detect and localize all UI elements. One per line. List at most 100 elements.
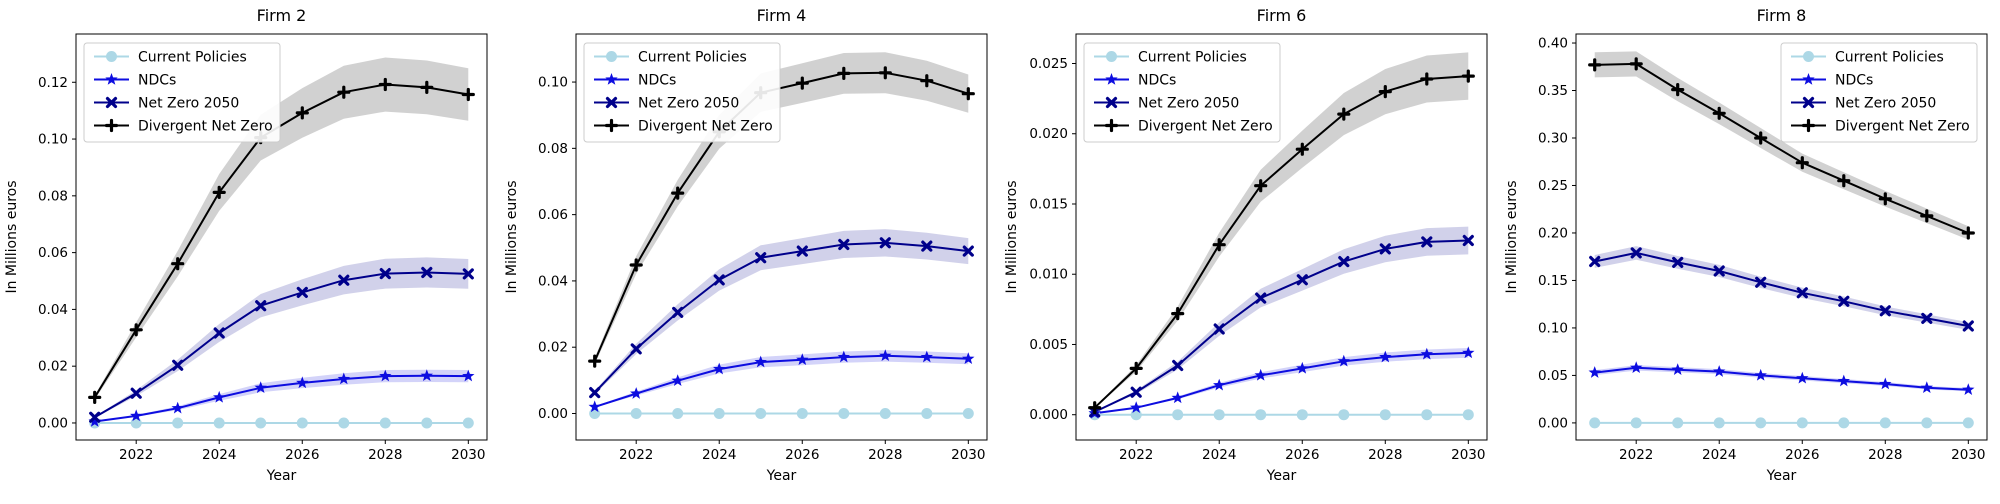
x-tick-label: 2022: [1119, 447, 1153, 463]
y-tick-label: 0.00: [38, 415, 68, 431]
x-tick-label: 2024: [202, 447, 236, 463]
x-tick-label: 2028: [1368, 447, 1402, 463]
legend-label: NDCs: [638, 73, 676, 89]
marker-divergent-net-zero: [1671, 82, 1685, 97]
marker-divergent-net-zero: [1795, 156, 1809, 170]
marker-net-zero-2050: [1713, 265, 1725, 277]
x-tick-label: 2030: [451, 447, 485, 463]
legend-label: Divergent Net Zero: [1835, 119, 1970, 135]
marker-net-zero-2050: [421, 266, 433, 279]
marker-current-policies: [1379, 409, 1391, 421]
chart-panel-firm-4: 2022 2024 2026 2028 2030 0.00 0.02 0.04 0.06 0.08…: [500, 0, 1000, 500]
confidence-band-net-zero-2050: [94, 257, 469, 418]
marker-net-zero-2050: [338, 274, 350, 286]
marker-net-zero-2050: [1879, 305, 1891, 317]
marker-ndcs: [713, 362, 726, 375]
series-line-net-zero-2050: [1094, 239, 1469, 413]
marker-divergent-net-zero: [1295, 142, 1309, 156]
legend-marker-divergent-net-zero: [104, 118, 119, 133]
marker-ndcs: [1713, 365, 1726, 377]
y-tick-label: 0.10: [1538, 320, 1568, 336]
marker-ndcs: [920, 350, 933, 363]
marker-divergent-net-zero: [1254, 179, 1268, 193]
marker-current-policies: [462, 417, 474, 429]
marker-net-zero-2050: [1462, 234, 1474, 247]
legend-label: Divergent Net Zero: [1138, 119, 1273, 135]
marker-current-policies: [1879, 417, 1891, 429]
legend-marker-net-zero-2050: [105, 96, 118, 109]
marker-current-policies: [1755, 417, 1767, 429]
series-line-net-zero-2050: [94, 271, 469, 419]
marker-net-zero-2050: [1672, 256, 1684, 268]
y-tick-label: 0.15: [1538, 273, 1568, 289]
marker-ndcs: [296, 376, 309, 389]
series-line-ndcs: [594, 354, 969, 408]
legend-marker-current-policies: [106, 51, 117, 62]
y-tick-label: 0.005: [1029, 337, 1068, 353]
marker-net-zero-2050: [589, 387, 601, 399]
legend-marker-net-zero-2050: [1105, 96, 1118, 109]
marker-divergent-net-zero: [337, 85, 351, 99]
y-tick-label: 0.00: [1538, 415, 1568, 431]
marker-divergent-net-zero: [629, 258, 643, 272]
marker-net-zero-2050: [962, 245, 974, 257]
x-axis-label: Year: [266, 468, 297, 484]
marker-net-zero-2050: [796, 245, 808, 257]
marker-divergent-net-zero: [1837, 174, 1851, 188]
marker-ndcs: [1296, 361, 1309, 374]
marker-net-zero-2050: [1255, 292, 1267, 304]
marker-divergent-net-zero: [1920, 209, 1934, 223]
marker-current-policies: [1838, 417, 1850, 429]
marker-current-policies: [1713, 417, 1725, 429]
marker-ndcs: [837, 350, 850, 363]
legend-item-current-policies: Current Policies: [594, 50, 747, 66]
marker-current-policies: [1962, 417, 1974, 429]
chart-panel-firm-6: 2022 2024 2026 2028 2030 0.000 0.005 0.010 0.015…: [1000, 0, 1500, 500]
marker-current-policies: [213, 417, 225, 429]
y-tick-label: 0.10: [38, 132, 68, 148]
y-tick-label: 0.010: [1029, 267, 1068, 283]
marker-net-zero-2050: [672, 306, 684, 318]
marker-divergent-net-zero: [212, 185, 226, 199]
plot-frame: [1075, 33, 1488, 441]
marker-ndcs: [337, 372, 350, 385]
marker-current-policies: [755, 408, 767, 419]
marker-ndcs: [1171, 391, 1184, 404]
chart-firm-6: 2022 2024 2026 2028 2030 0.000 0.005 0.010 0.015…: [1004, 6, 1488, 484]
marker-divergent-net-zero: [1171, 307, 1185, 321]
x-tick-label: 2022: [619, 447, 653, 463]
marker-divergent-net-zero: [1378, 84, 1392, 99]
marker-net-zero-2050: [713, 274, 725, 286]
x-axis-label: Year: [766, 468, 797, 484]
x-tick-label: 2022: [1619, 447, 1653, 463]
confidence-band-divergent-net-zero: [1594, 51, 1969, 240]
legend-item-net-zero-2050: Net Zero 2050: [594, 96, 739, 112]
x-tick-label: 2028: [868, 447, 902, 463]
marker-current-policies: [1796, 417, 1808, 429]
legend-box: [83, 42, 281, 143]
legend-marker-current-policies: [1106, 51, 1117, 62]
marker-net-zero-2050: [172, 359, 184, 371]
legend-marker-ndcs: [1105, 73, 1118, 85]
legend-label: NDCs: [138, 73, 176, 89]
marker-current-policies: [172, 417, 184, 429]
marker-current-policies: [1172, 409, 1184, 421]
series-line-divergent-net-zero: [1594, 62, 1969, 234]
y-tick-label: 0.02: [38, 359, 68, 375]
marker-divergent-net-zero: [795, 76, 809, 90]
confidence-band-ndcs: [594, 350, 969, 408]
marker-divergent-net-zero: [461, 87, 475, 102]
legend-marker-ndcs: [605, 73, 618, 85]
x-tick-label: 2026: [1285, 447, 1319, 463]
chart-firm-4: 2022 2024 2026 2028 2030 0.00 0.02 0.04 0.06 0.08…: [504, 6, 988, 484]
marker-net-zero-2050: [255, 300, 267, 312]
y-tick-label: 0.05: [1538, 368, 1568, 384]
legend-label: Net Zero 2050: [638, 96, 739, 112]
marker-ndcs: [1254, 368, 1267, 381]
marker-divergent-net-zero: [1878, 192, 1892, 206]
chart-title: Firm 6: [1257, 6, 1307, 25]
y-tick-label: 0.025: [1029, 56, 1068, 72]
marker-current-policies: [1462, 409, 1474, 421]
chart-firm-2: 2022 2024 2026 2028 2030 0.00 0.02 0.04 0.06 0.08…: [4, 6, 488, 484]
marker-net-zero-2050: [879, 237, 891, 249]
